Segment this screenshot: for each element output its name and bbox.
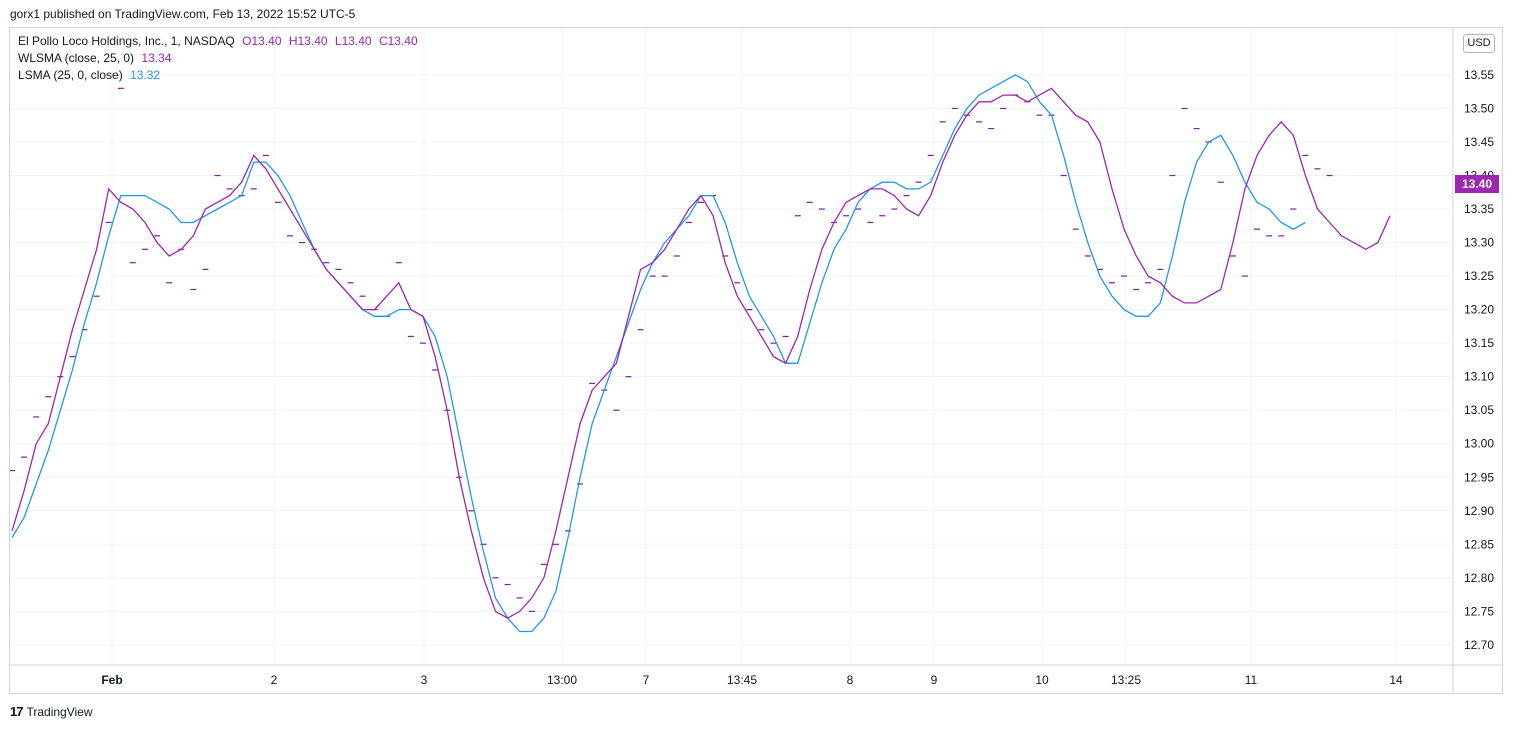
price-bars <box>10 87 1333 612</box>
legend-wlsma-label: WLSMA (close, 25, 0) <box>18 51 135 65</box>
price-tick-label: 13.50 <box>1464 101 1494 115</box>
chart-frame <box>9 27 1503 694</box>
price-tick-label: 12.90 <box>1464 504 1494 518</box>
tradingview-branding[interactable]: 17 TradingView <box>10 704 93 719</box>
price-tick-label: 12.70 <box>1464 638 1494 652</box>
price-tick-label: 13.35 <box>1464 202 1494 216</box>
time-tick-label: 11 <box>1245 673 1258 687</box>
lsma-line <box>11 74 1306 633</box>
price-tick-label: 13.15 <box>1464 336 1494 350</box>
time-axis-labels: Feb 2 3 13:00 7 13:45 8 9 10 13:25 11 14 <box>101 673 1403 687</box>
time-tick-label: 7 <box>643 673 650 687</box>
price-axis-labels: 12.70 12.75 12.80 12.85 12.90 12.95 13.00 13.05… <box>1464 68 1494 652</box>
time-tick-label: 9 <box>931 673 938 687</box>
legend-open: O13.40 <box>242 34 282 48</box>
price-tick-label: 13.20 <box>1464 303 1494 317</box>
grid-lines <box>10 28 1453 665</box>
publisher-caption: gorx1 published on TradingView.com, Feb … <box>10 7 356 21</box>
price-tick-label: 12.95 <box>1464 470 1494 484</box>
price-tick-label: 13.05 <box>1464 403 1494 417</box>
time-tick-label: 10 <box>1035 673 1049 687</box>
price-tick-label: 13.30 <box>1464 236 1494 250</box>
time-tick-label: 8 <box>847 673 854 687</box>
indicator-lines <box>11 74 1391 633</box>
legend-close: C13.40 <box>378 34 418 48</box>
legend-wlsma-row[interactable]: WLSMA (close, 25, 0) 13.34 <box>18 51 171 65</box>
time-tick-label: 14 <box>1389 673 1403 687</box>
price-tick-label: 12.75 <box>1464 604 1494 618</box>
price-tick-label: 13.00 <box>1464 437 1494 451</box>
legend-lsma-row[interactable]: LSMA (25, 0, close) 13.32 <box>18 68 160 82</box>
legend-wlsma-value: 13.34 <box>141 51 172 65</box>
wlsma-line <box>11 87 1391 619</box>
time-tick-label: 3 <box>421 673 428 687</box>
time-tick-label: 13:45 <box>727 673 757 687</box>
price-tick-label: 12.80 <box>1464 571 1494 585</box>
price-tick-label: 12.85 <box>1464 537 1494 551</box>
legend-symbol: El Pollo Loco Holdings, Inc., 1, NASDAQ <box>18 34 235 48</box>
time-tick-label: 2 <box>271 673 278 687</box>
time-tick-label: Feb <box>101 673 122 687</box>
brand-name: TradingView <box>26 704 93 719</box>
legend-high: H13.40 <box>288 34 328 48</box>
price-chart[interactable]: 12.70 12.75 12.80 12.85 12.90 12.95 13.00 13.05… <box>10 28 1502 693</box>
currency-button[interactable]: USD <box>1463 34 1495 53</box>
tradingview-logo-icon: 17 <box>10 704 24 719</box>
legend-symbol-row[interactable]: El Pollo Loco Holdings, Inc., 1, NASDAQ … <box>18 34 418 48</box>
legend-lsma-value: 13.32 <box>130 68 161 82</box>
time-tick-label: 13:00 <box>547 673 577 687</box>
legend-lsma-label: LSMA (25, 0, close) <box>18 68 123 82</box>
price-tick-label: 13.25 <box>1464 269 1494 283</box>
price-tick-label: 13.55 <box>1464 68 1494 82</box>
price-tick-label: 13.45 <box>1464 135 1494 149</box>
legend-low: L13.40 <box>334 34 372 48</box>
price-tick-label: 13.10 <box>1464 370 1494 384</box>
time-tick-label: 13:25 <box>1111 673 1141 687</box>
last-price-badge: 13.40 <box>1455 175 1499 193</box>
